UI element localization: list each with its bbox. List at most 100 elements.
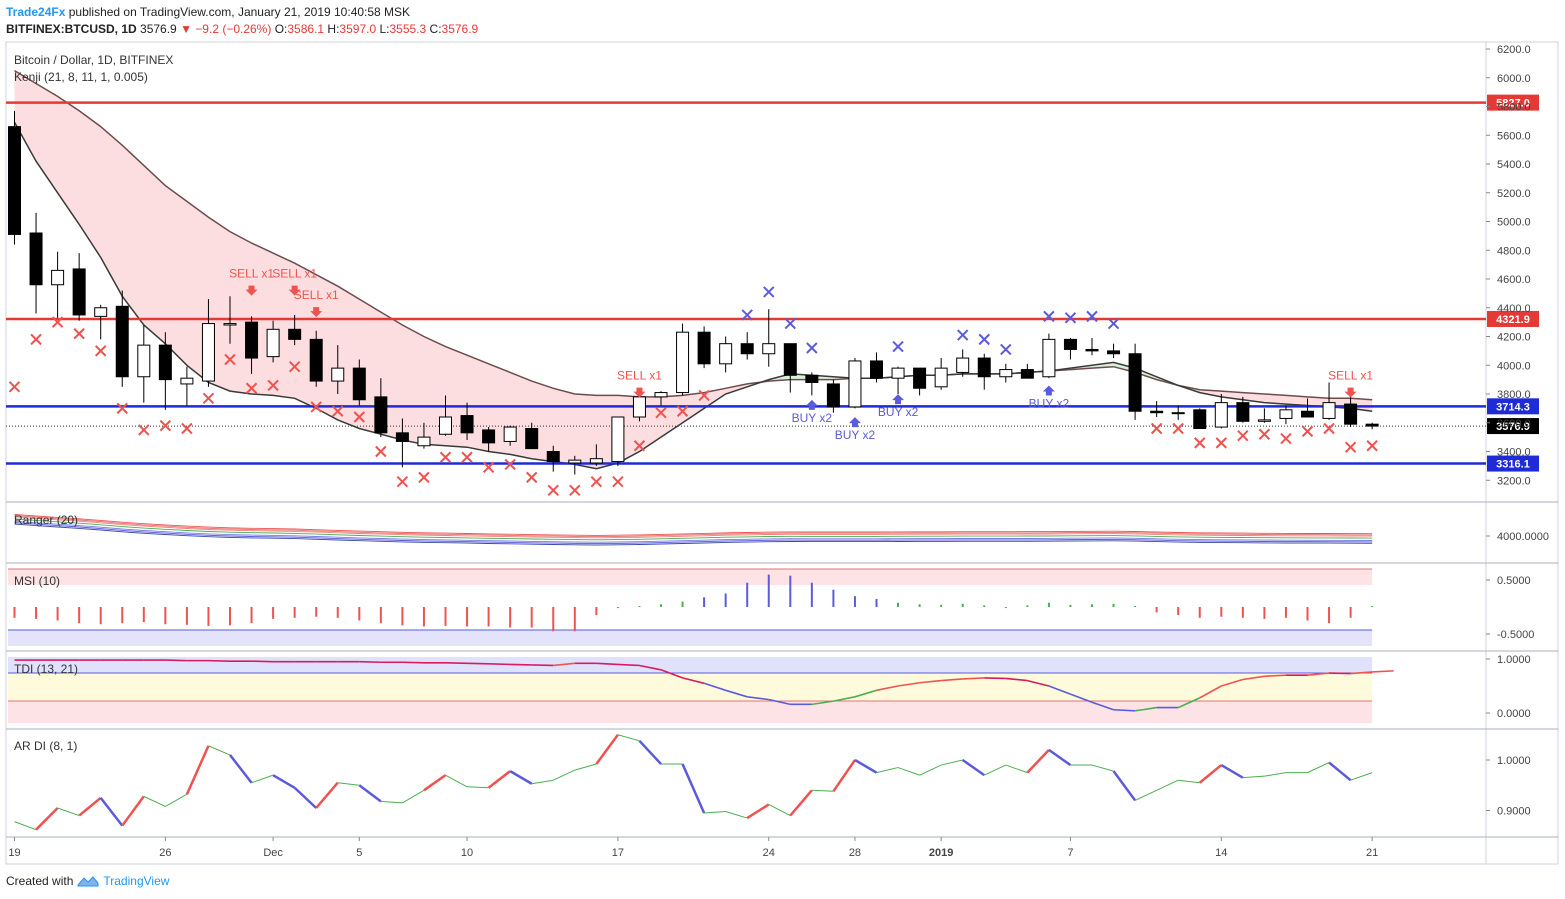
candle-body <box>1365 423 1379 427</box>
ardi-segment <box>1005 764 1028 774</box>
time-tick-label: 10 <box>461 847 473 859</box>
candle-body <box>632 396 646 418</box>
level-price-label: 4321.9 <box>1496 314 1530 326</box>
cross-marker <box>1258 428 1271 440</box>
level-price-label: 3316.1 <box>1496 459 1530 471</box>
ardi-segment <box>1178 779 1200 784</box>
cross-marker <box>138 424 150 436</box>
candle-body <box>245 321 259 359</box>
buy-signal-label: BUY x2 <box>1029 397 1070 411</box>
cross-marker <box>1301 425 1314 438</box>
ardi-segment <box>229 754 253 784</box>
tdi-segment <box>639 664 662 671</box>
tdi-label: TDI (13, 21) <box>14 662 78 676</box>
candle-body <box>1301 410 1314 418</box>
tdi-segment <box>445 661 468 665</box>
ranger-label: Ranger (20) <box>14 513 78 527</box>
tdi-segment <box>854 689 877 698</box>
candle-body <box>115 305 129 378</box>
cross-marker <box>547 484 559 497</box>
cross-marker <box>159 419 172 432</box>
time-tick-label: 14 <box>1215 847 1227 859</box>
ardi-segment <box>919 764 942 776</box>
tdi-segment <box>1070 693 1093 703</box>
time-tick-label: 19 <box>8 847 20 859</box>
ardi-segment <box>1350 772 1373 781</box>
candle-body <box>1214 402 1228 428</box>
cross-marker <box>418 471 430 484</box>
candle-body <box>956 357 970 373</box>
ranger-band-line <box>14 516 1373 539</box>
price-tick-label: 4200.0 <box>1497 332 1531 344</box>
indicator-label: Kenji (21, 8, 11, 1, 0.005) <box>14 70 148 84</box>
price-tick-label: 4600.0 <box>1497 274 1531 286</box>
cross-marker <box>1064 312 1077 324</box>
close-value: 3576.9 <box>441 22 479 36</box>
tdi-segment <box>984 677 1006 680</box>
candle-body <box>589 458 603 464</box>
time-tick-label: 21 <box>1366 847 1378 859</box>
candle-body <box>1257 419 1271 422</box>
tdi-segment <box>919 679 942 684</box>
cross-marker <box>784 317 797 330</box>
ranger-band-line <box>14 515 1373 538</box>
cross-marker <box>1107 317 1120 330</box>
price-axis[interactable]: 3200.0 3400.0 3600.0 3800.0 4000.0 4200.0 4400… <box>1486 44 1531 487</box>
candle-body <box>1322 402 1336 419</box>
candle-body <box>158 344 172 381</box>
ardi-segment <box>185 745 210 795</box>
candle-body <box>654 392 668 398</box>
footer: Created with TradingView <box>6 874 169 888</box>
tdi-segment <box>876 685 899 692</box>
cross-marker <box>30 333 42 346</box>
cross-marker <box>375 445 387 458</box>
candle-body <box>309 338 323 382</box>
sell-arrow-icon <box>245 285 258 296</box>
time-axis[interactable]: 19 26 Dec 5 10 17 24 28 2019 7 14 21 <box>8 837 1378 859</box>
cross-marker <box>590 475 603 488</box>
subpanel-backgrounds <box>8 568 1373 723</box>
cross-marker <box>116 402 128 415</box>
candle-body <box>719 343 733 365</box>
ardi-segment <box>337 782 360 786</box>
ardi-segment <box>1134 789 1157 801</box>
kenji-cloud-segment <box>14 70 769 469</box>
time-tick-label: 2019 <box>929 847 953 859</box>
ardi-segment <box>251 774 274 784</box>
cross-marker <box>202 392 215 405</box>
price-tick-label: 4400.0 <box>1497 303 1531 315</box>
msi-tick-label: 0.5000 <box>1497 575 1531 587</box>
tdi-segment <box>682 677 705 685</box>
ardi-segment <box>832 759 856 793</box>
tdi-segment <box>359 660 381 664</box>
candle-body <box>568 459 582 464</box>
price-tick-label: 3200.0 <box>1497 475 1531 487</box>
ardi-segment <box>57 807 80 817</box>
ardi-tick-label: 0.9000 <box>1497 806 1531 818</box>
candle-body <box>395 432 409 442</box>
candle-body <box>51 269 65 286</box>
candle-body <box>223 323 237 326</box>
change-down-icon: ▼ <box>180 22 192 36</box>
candle-body <box>352 367 366 401</box>
ardi-segment <box>941 759 963 766</box>
tdi-segment <box>747 696 769 701</box>
kenji-cloud <box>13 69 1373 470</box>
ardi-segment <box>876 767 899 774</box>
brand-link[interactable]: Trade24Fx <box>6 5 66 19</box>
ardi-segment <box>78 796 102 817</box>
ardi-segment <box>704 811 726 814</box>
candle-body <box>783 343 797 376</box>
candle-body <box>137 344 151 378</box>
candle-body <box>288 328 302 340</box>
tdi-segment <box>208 659 231 662</box>
ardi-segment <box>768 803 791 816</box>
low-value: 3555.3 <box>389 22 427 36</box>
candle-body <box>676 331 690 394</box>
candle-body <box>1150 410 1164 414</box>
footer-tradingview-link[interactable]: TradingView <box>103 874 170 888</box>
ardi-segment <box>380 800 403 804</box>
time-tick-label: Dec <box>263 847 283 859</box>
